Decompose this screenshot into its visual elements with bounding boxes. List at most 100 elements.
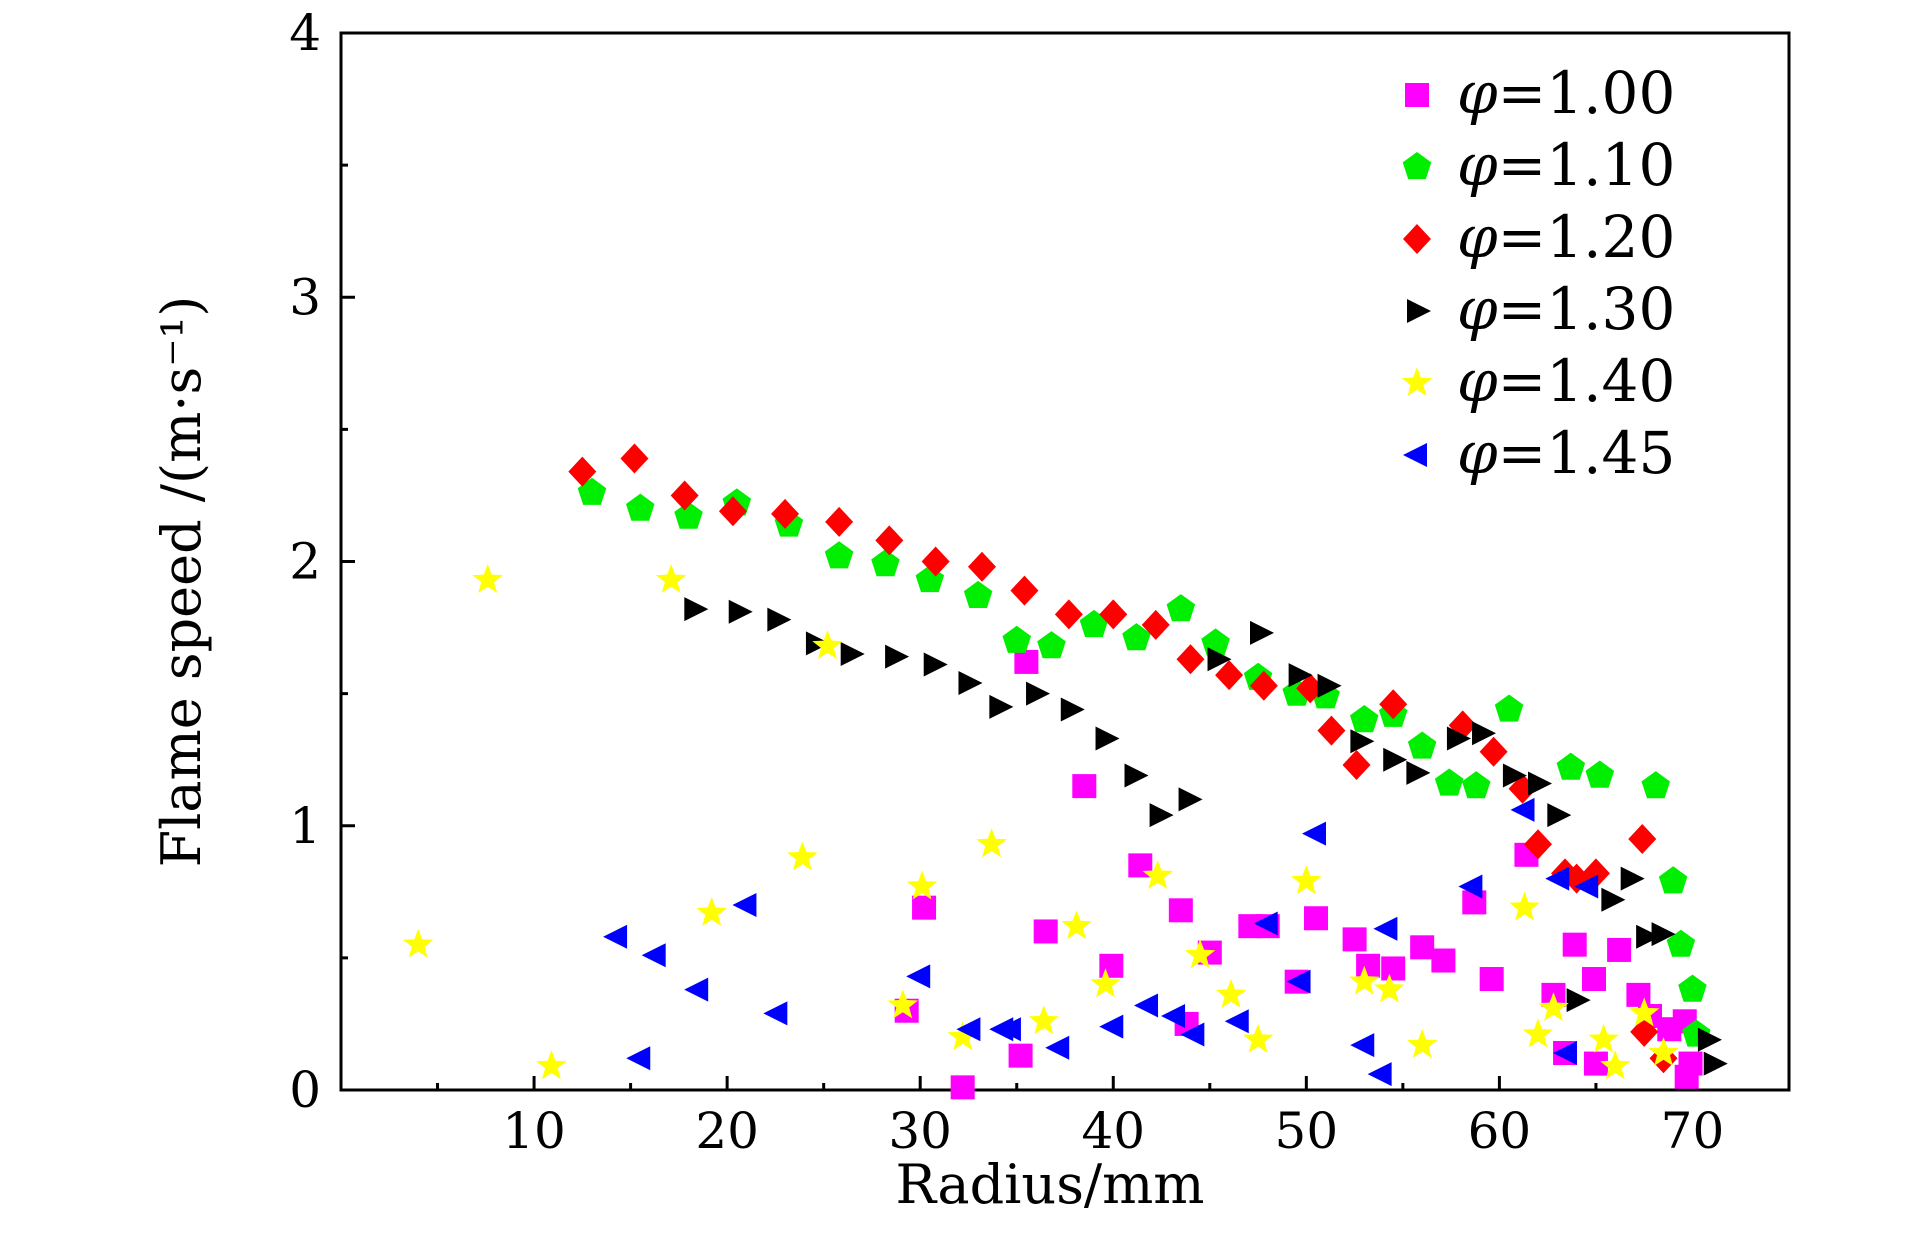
- data-point: [1166, 594, 1196, 622]
- data-point: [1317, 715, 1346, 746]
- data-point: [1697, 1027, 1722, 1052]
- data-point: [1207, 647, 1232, 672]
- legend-marker: [1405, 83, 1429, 107]
- data-point: [1045, 1035, 1070, 1060]
- legend-label-symbol: φ: [1457, 59, 1498, 127]
- data-point: [626, 1046, 651, 1071]
- data-point: [1099, 953, 1124, 978]
- data-point: [577, 477, 607, 505]
- data-point: [989, 694, 1014, 719]
- data-point: [1547, 803, 1572, 828]
- series-3: [568, 443, 1678, 1074]
- data-point: [684, 977, 709, 1002]
- x-tick-label: 60: [1468, 1102, 1532, 1160]
- legend-label-value: =1.10: [1498, 131, 1676, 199]
- legend-label: φ=1.00: [1457, 59, 1675, 127]
- data-point: [1494, 694, 1524, 722]
- data-point: [1060, 697, 1085, 722]
- data-point: [763, 1001, 788, 1026]
- data-point: [1703, 1051, 1728, 1076]
- data-point: [1215, 660, 1244, 691]
- data-point: [1090, 968, 1121, 998]
- data-point: [825, 506, 854, 537]
- data-point: [1008, 1043, 1033, 1068]
- data-point: [1407, 1029, 1438, 1058]
- data-point: [1651, 922, 1676, 947]
- legend-label-value: =1.20: [1498, 203, 1676, 271]
- data-point: [536, 1050, 567, 1080]
- legend-item: φ=1.45: [1403, 419, 1675, 487]
- axes: 10 20 30 40 50 60 70 0 1 2 3 4: [289, 4, 1791, 1160]
- legend-label: φ=1.40: [1457, 347, 1675, 415]
- legend-item: φ=1.40: [1401, 347, 1675, 415]
- x-tick-label: 70: [1661, 1102, 1725, 1160]
- data-point: [787, 841, 818, 871]
- data-point: [1301, 821, 1326, 846]
- data-point: [1509, 891, 1540, 921]
- data-point: [1434, 768, 1464, 796]
- legend: φ=1.00φ=1.10φ=1.20φ=1.30φ=1.40φ=1.45: [1401, 59, 1676, 487]
- data-point: [1406, 760, 1431, 785]
- data-point: [1242, 1023, 1274, 1053]
- data-point: [1184, 939, 1216, 969]
- data-point: [1161, 1004, 1186, 1029]
- data-point: [620, 443, 649, 474]
- data-point: [1628, 823, 1657, 854]
- data-point: [1099, 1014, 1124, 1039]
- legend-marker: [1403, 443, 1427, 467]
- data-point: [1249, 670, 1278, 701]
- data-point: [1215, 978, 1247, 1008]
- data-point: [1510, 797, 1535, 822]
- data-point: [885, 644, 910, 669]
- data-point: [887, 989, 918, 1019]
- data-point: [674, 501, 703, 529]
- data-point: [1600, 1050, 1631, 1080]
- data-point: [921, 546, 950, 577]
- legend-label: φ=1.30: [1457, 275, 1675, 343]
- data-point: [1585, 760, 1615, 788]
- data-point: [1288, 663, 1313, 688]
- legend-label-symbol: φ: [1457, 419, 1498, 487]
- data-point: [906, 870, 938, 900]
- data-point: [1286, 969, 1311, 994]
- data-point: [1317, 673, 1342, 698]
- data-point: [1431, 948, 1456, 973]
- data-point: [956, 1017, 981, 1042]
- data-point: [684, 597, 709, 622]
- data-point: [1002, 625, 1031, 653]
- data-point: [1122, 623, 1151, 651]
- x-tick-label: 50: [1275, 1102, 1339, 1160]
- data-point: [871, 549, 900, 577]
- data-point: [1566, 988, 1591, 1013]
- legend-label-value: =1.00: [1498, 59, 1676, 127]
- data-point: [1562, 932, 1587, 957]
- data-point: [1168, 898, 1193, 923]
- data-point: [1342, 749, 1371, 780]
- data-point: [1253, 911, 1278, 936]
- data-point: [1373, 916, 1398, 941]
- data-point: [1446, 726, 1471, 751]
- data-point: [1037, 631, 1066, 659]
- data-point: [1601, 887, 1626, 912]
- data-point: [1502, 763, 1527, 788]
- data-point: [1556, 752, 1586, 780]
- series-2: [577, 477, 1711, 1047]
- data-point: [1079, 609, 1109, 638]
- data-point: [472, 564, 503, 593]
- data-point: [912, 895, 937, 920]
- x-tick-label: 20: [695, 1102, 759, 1160]
- y-tick-label: 0: [289, 1061, 321, 1119]
- legend-label-symbol: φ: [1457, 347, 1498, 415]
- data-point: [1607, 937, 1632, 962]
- x-axis-title: Radius/mm: [895, 1153, 1204, 1216]
- data-point: [771, 498, 800, 529]
- data-point: [655, 564, 687, 593]
- data-point: [1381, 956, 1406, 981]
- data-point: [824, 541, 854, 569]
- legend-item: φ=1.00: [1405, 59, 1675, 127]
- data-point: [670, 480, 699, 511]
- data-point: [1061, 910, 1092, 940]
- legend-label-value: =1.30: [1498, 275, 1676, 343]
